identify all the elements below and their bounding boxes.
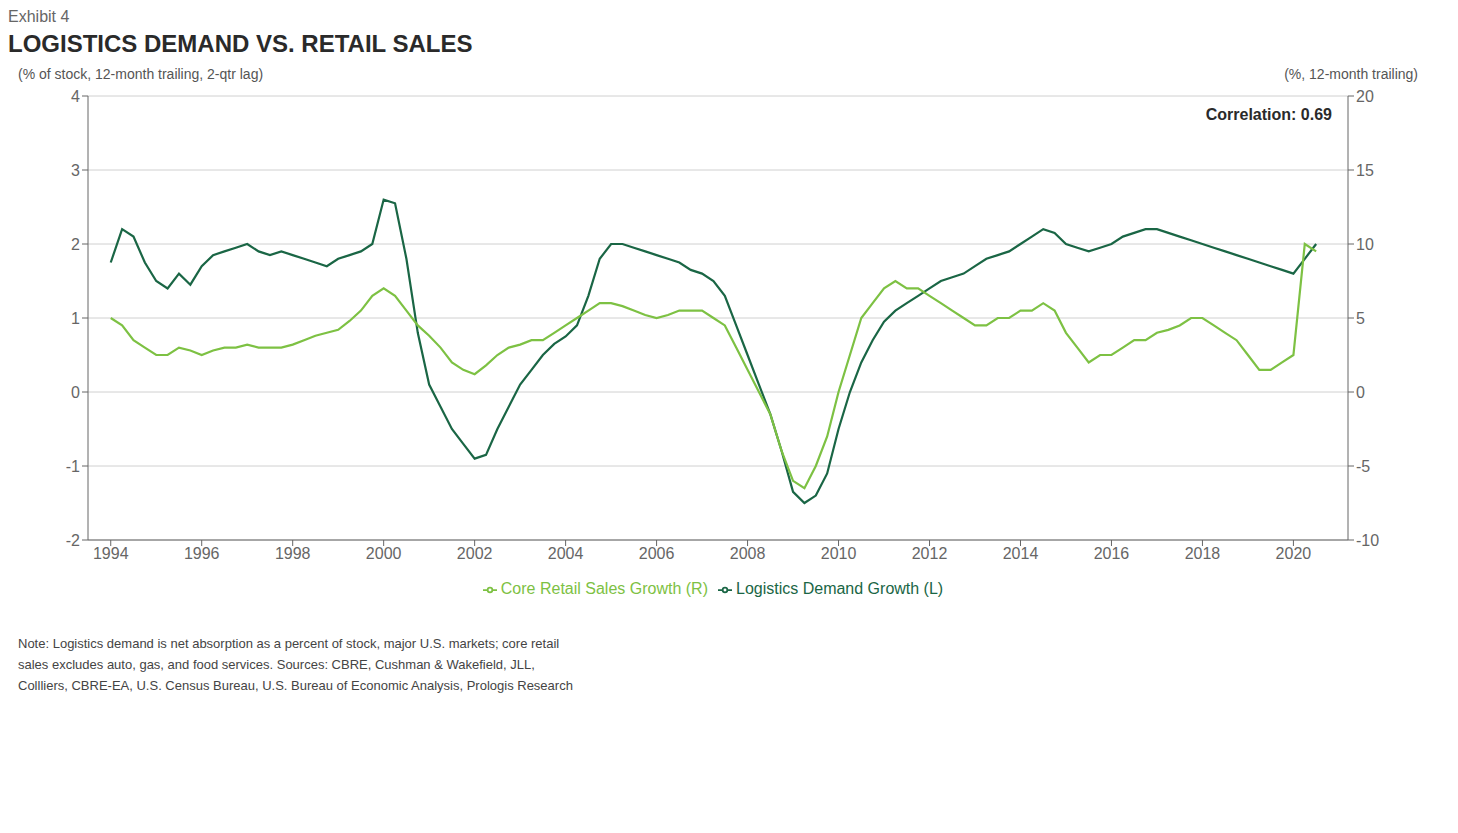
- svg-text:2020: 2020: [1276, 545, 1312, 562]
- html-text:(%, 12-month trailing): (%, 12-month trailing): [1284, 66, 1418, 82]
- html-text:Note: Logistics demand is net: Note: Logistics demand is net absorption…: [18, 636, 573, 693]
- svg-text:2018: 2018: [1185, 545, 1221, 562]
- html-text:Logistics Demand Growth (L): Logistics Demand Growth (L): [736, 580, 944, 597]
- svg-text:-2: -2: [66, 532, 80, 549]
- svg-text:-1: -1: [66, 458, 80, 475]
- svg-text:2014: 2014: [1003, 545, 1039, 562]
- svg-text:4: 4: [71, 88, 80, 105]
- html-text:(% of stock, 12-month trailing: (% of stock, 12-month trailing, 2-qtr la…: [18, 66, 264, 82]
- svg-text:2: 2: [71, 236, 80, 253]
- svg-text:2010: 2010: [821, 545, 857, 562]
- svg-text:5: 5: [1356, 310, 1365, 327]
- svg-text:15: 15: [1356, 162, 1374, 179]
- svg-text:2016: 2016: [1094, 545, 1130, 562]
- svg-text:0: 0: [1356, 384, 1365, 401]
- svg-text:3: 3: [71, 162, 80, 179]
- html-text:Exhibit 4: Exhibit 4: [8, 8, 70, 25]
- svg-text:20: 20: [1356, 88, 1374, 105]
- svg-text:1: 1: [71, 310, 80, 327]
- html-text:Correlation: 0.69: Correlation: 0.69: [1205, 106, 1332, 123]
- svg-text:2008: 2008: [730, 545, 766, 562]
- svg-text:-5: -5: [1356, 458, 1370, 475]
- html-text:Core Retail Sales Growth (R): Core Retail Sales Growth (R): [500, 580, 708, 597]
- svg-text:0: 0: [71, 384, 80, 401]
- html-text:LOGISTICS DEMAND VS. RETAIL SA: LOGISTICS DEMAND VS. RETAIL SALES: [8, 30, 473, 57]
- svg-text:1996: 1996: [184, 545, 220, 562]
- svg-text:2004: 2004: [548, 545, 584, 562]
- svg-text:2012: 2012: [912, 545, 948, 562]
- svg-text:1998: 1998: [275, 545, 311, 562]
- svg-text:10: 10: [1356, 236, 1374, 253]
- svg-text:2006: 2006: [639, 545, 675, 562]
- svg-text:2000: 2000: [366, 545, 402, 562]
- svg-text:-10: -10: [1356, 532, 1379, 549]
- svg-text:1994: 1994: [93, 545, 129, 562]
- svg-text:2002: 2002: [457, 545, 493, 562]
